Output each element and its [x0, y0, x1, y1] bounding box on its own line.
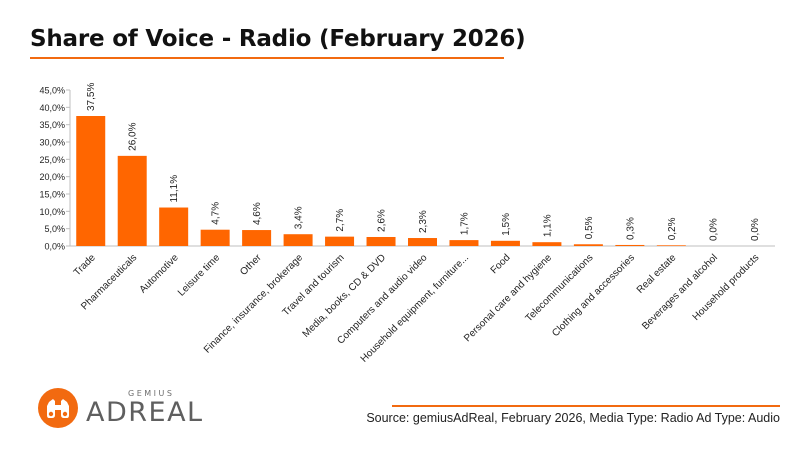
bar-chart: 0,0% 5,0% 10,0% 15,0% 20,0% 25,0% 30,0% 35,0% 40… [39, 83, 775, 365]
x-tick-label: Real estate [635, 252, 679, 296]
y-tick-label: 0,0% [44, 242, 65, 252]
bar [615, 244, 645, 246]
bar [76, 116, 106, 246]
source-rule [392, 405, 780, 407]
data-label: 11,1% [169, 175, 180, 203]
data-label: 26,0% [128, 122, 139, 150]
binoculars-icon [38, 388, 78, 428]
source-note: Source: gemiusAdReal, February 2026, Med… [366, 411, 780, 425]
data-label: 0,3% [625, 217, 636, 240]
y-tick-label: 25,0% [39, 155, 65, 165]
bar [117, 155, 147, 246]
data-label: 2,6% [377, 209, 388, 232]
x-tick-label: Food [489, 252, 513, 276]
bar [656, 245, 686, 246]
data-label: 0,0% [750, 218, 761, 241]
title-underline [30, 57, 504, 59]
bar [408, 238, 437, 246]
x-tick-label: Media, books, CD & DVD [301, 252, 389, 340]
y-tick-label: 45,0% [39, 86, 65, 96]
data-label: 4,6% [252, 202, 263, 225]
bar [283, 234, 313, 246]
data-label: 2,7% [335, 209, 346, 232]
bar [159, 207, 189, 246]
bar [573, 244, 603, 246]
data-label: 0,2% [667, 217, 678, 240]
bar [242, 230, 272, 246]
y-tick-label: 30,0% [39, 138, 65, 148]
y-tick-label: 40,0% [39, 103, 65, 113]
x-tick-label: Beverages and alcohol [640, 252, 720, 332]
y-tick-label: 10,0% [39, 207, 65, 217]
data-label: 0,5% [584, 216, 595, 239]
data-label: 3,4% [294, 206, 305, 229]
x-tick-label: Trade [72, 252, 98, 278]
bar [366, 236, 396, 246]
data-label: 1,7% [459, 212, 470, 235]
gemius-adreal-logo: GEMIUS ADREAL [38, 388, 238, 432]
x-tick-label: Personal care and hygiene [462, 252, 554, 344]
x-tick-label: Leisure time [176, 252, 223, 299]
y-tick-label: 20,0% [39, 172, 65, 182]
bar [490, 240, 520, 246]
data-label: 2,3% [418, 210, 429, 233]
x-tick-label: Automotive [138, 252, 181, 295]
y-tick-label: 15,0% [39, 190, 65, 200]
y-tick-label: 35,0% [39, 120, 65, 130]
bar [325, 236, 355, 246]
data-label: 1,5% [501, 213, 512, 236]
data-label: 0,0% [708, 218, 719, 241]
bar [532, 242, 562, 246]
x-tick-label: Other [238, 252, 264, 278]
x-tick-label: Clothing and accessories [550, 252, 637, 339]
data-label: 4,7% [211, 202, 222, 225]
logo-main-text: ADREAL [86, 397, 204, 428]
y-tick-label: 5,0% [44, 224, 65, 234]
data-label: 1,1% [542, 214, 553, 237]
chart-title: Share of Voice - Radio (February 2026) [30, 26, 526, 52]
data-label: 37,5% [86, 83, 97, 111]
logo-top-text: GEMIUS [128, 389, 175, 398]
bar [200, 229, 230, 246]
bar [449, 240, 479, 246]
